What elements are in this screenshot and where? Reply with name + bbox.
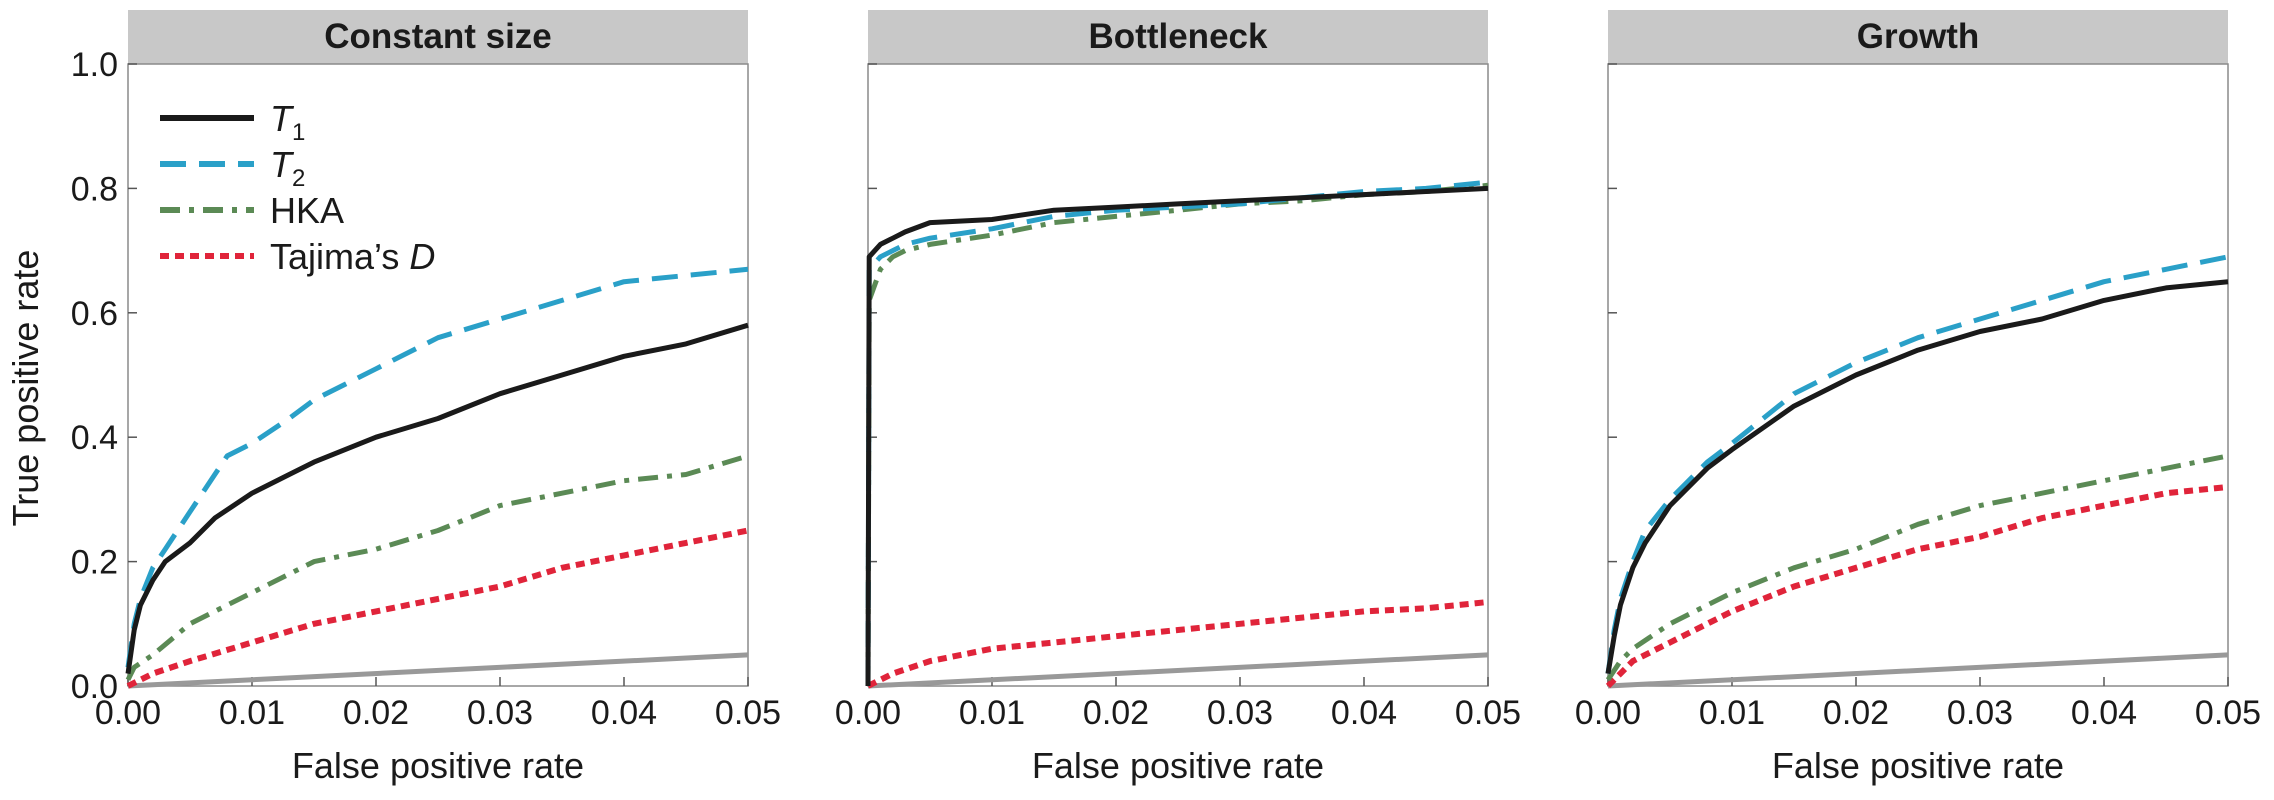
legend-label-subscript: 2: [292, 165, 305, 192]
series-line-tajimad: [126, 527, 749, 689]
x-tick-label: 0.00: [1575, 694, 1641, 732]
x-tick-label: 0.05: [2195, 694, 2261, 732]
series-line-t2: [865, 179, 1489, 687]
panel-title: Growth: [1857, 17, 1979, 56]
legend-label-subscript: 1: [292, 119, 305, 146]
series-line-t1: [865, 185, 1489, 687]
x-tick-label: 0.05: [1455, 694, 1521, 732]
panel-title-strip: [868, 10, 1488, 64]
panel-title: Constant size: [324, 17, 552, 56]
x-axis-label: False positive rate: [292, 745, 584, 786]
series-line-hka: [125, 453, 749, 681]
plot-frame: [127, 63, 749, 687]
plot-frame: [1607, 63, 2229, 687]
x-tick-label: 0.04: [2071, 694, 2137, 732]
x-tick-label: 0.01: [959, 694, 1025, 732]
legend-label-main: HKA: [270, 190, 344, 231]
y-tick-label: 0.6: [71, 295, 118, 333]
series-line-diagonal: [867, 652, 1489, 689]
legend-label: T2: [270, 144, 305, 192]
y-tick-label: 0.2: [71, 544, 118, 582]
x-tick-label: 0.03: [467, 694, 533, 732]
x-tick-label: 0.00: [95, 694, 161, 732]
x-tick-label: 0.04: [591, 694, 657, 732]
series-line-hka: [1605, 453, 2229, 682]
series-line-t2: [125, 266, 749, 668]
series-line-tajimad: [866, 599, 1489, 689]
y-tick-label: 0.4: [71, 419, 118, 457]
legend-label: Tajima’s D: [270, 236, 435, 277]
x-tick-label: 0.03: [1207, 694, 1273, 732]
legend-label: T1: [270, 98, 305, 146]
x-tick-label: 0.01: [1699, 694, 1765, 732]
panel-title: Bottleneck: [1089, 17, 1268, 56]
plot-frame: [867, 63, 1489, 687]
panel-3: Growth 0.00 0.01 0.02 0.03 0.04 0.05 False posi…: [1575, 10, 2261, 786]
series-line-diagonal: [1607, 652, 2229, 689]
x-tick-label: 0.02: [1083, 694, 1149, 732]
x-tick-label: 0.01: [219, 694, 285, 732]
series-line-hka: [865, 182, 1489, 687]
y-tick-label: 0.0: [71, 668, 118, 706]
x-tick-label: 0.04: [1331, 694, 1397, 732]
legend-label-main: T: [270, 98, 295, 139]
legend-label-main: Tajima’s: [270, 236, 409, 277]
y-axis-label: True positive rate: [5, 250, 46, 527]
panel-title-strip: [128, 10, 748, 64]
series-line-t1: [1605, 279, 2229, 675]
x-axis-label: False positive rate: [1772, 745, 2064, 786]
series-line-tajimad: [1605, 484, 2229, 689]
legend-label-italic: D: [409, 236, 435, 277]
x-tick-label: 0.00: [835, 694, 901, 732]
series-line-t2: [1605, 254, 2229, 674]
x-tick-label: 0.02: [1823, 694, 1889, 732]
x-axis-label: False positive rate: [1032, 745, 1324, 786]
series-line-diagonal: [127, 652, 749, 689]
panel-2: Bottleneck 0.00 0.01 0.02 0.03 0.04 0.05 False …: [835, 10, 1521, 786]
y-tick-label: 0.8: [71, 170, 118, 208]
legend-label-main: T: [270, 144, 295, 185]
series-line-t1: [125, 322, 749, 674]
legend-label: HKA: [270, 190, 344, 231]
y-tick-label: 1.0: [71, 46, 118, 84]
x-tick-label: 0.05: [715, 694, 781, 732]
x-tick-label: 0.02: [343, 694, 409, 732]
panel-title-strip: [1608, 10, 2228, 64]
x-tick-label: 0.03: [1947, 694, 2013, 732]
